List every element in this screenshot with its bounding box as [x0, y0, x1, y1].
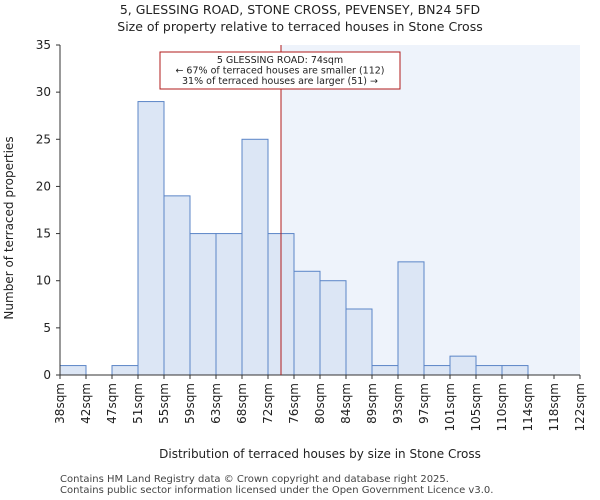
x-tick-label: 97sqm: [417, 383, 431, 424]
y-tick-label: 15: [36, 227, 51, 241]
bar: [501, 365, 529, 376]
x-axis-label: Distribution of terraced houses by size …: [159, 447, 481, 461]
x-tick-label: 63sqm: [209, 383, 223, 424]
x-tick-label: 55sqm: [157, 383, 171, 424]
footer-licence: Contains public sector information licen…: [60, 485, 494, 496]
x-tick-label: 89sqm: [365, 383, 379, 424]
marker-annotation-line: 5 GLESSING ROAD: 74sqm: [217, 55, 343, 66]
x-tick-label: 47sqm: [105, 383, 119, 424]
x-tick-label: 80sqm: [313, 383, 327, 424]
bar: [345, 308, 373, 376]
bar: [475, 365, 503, 376]
y-axis-label: Number of terraced properties: [2, 136, 16, 319]
bar: [163, 195, 191, 376]
y-tick-label: 5: [43, 321, 51, 335]
x-tick-label: 38sqm: [53, 383, 67, 424]
x-tick-label: 76sqm: [287, 383, 301, 424]
y-tick-label: 25: [36, 132, 51, 146]
x-tick-label: 114sqm: [521, 383, 535, 431]
bar: [319, 280, 347, 376]
marker-annotation-line: 31% of terraced houses are larger (51) →: [182, 76, 378, 87]
marker-annotation-box: [159, 51, 401, 90]
footer-copyright: Contains HM Land Registry data © Crown c…: [60, 474, 449, 485]
marker-annotation-line: ← 67% of terraced houses are smaller (11…: [175, 66, 384, 77]
bar: [59, 365, 87, 376]
y-tick-label: 35: [36, 38, 51, 52]
chart-title: 5, GLESSING ROAD, STONE CROSS, PEVENSEY,…: [119, 2, 481, 17]
bar: [397, 261, 425, 376]
x-tick-label: 122sqm: [573, 383, 587, 431]
x-tick-label: 110sqm: [495, 383, 509, 431]
x-tick-label: 84sqm: [339, 383, 353, 424]
x-tick-label: 118sqm: [547, 383, 561, 431]
x-tick-label: 42sqm: [79, 383, 93, 424]
bar: [423, 365, 451, 376]
bar: [137, 101, 165, 376]
bar: [241, 138, 269, 376]
x-tick-label: 68sqm: [235, 383, 249, 424]
bar: [371, 365, 399, 376]
y-tick-label: 20: [36, 179, 51, 193]
y-tick-label: 0: [43, 368, 51, 382]
bar: [111, 365, 139, 376]
x-tick-label: 59sqm: [183, 383, 197, 424]
bar: [215, 233, 243, 376]
y-tick-label: 10: [36, 274, 51, 288]
x-tick-label: 72sqm: [261, 383, 275, 424]
x-tick-label: 105sqm: [469, 383, 483, 431]
bar: [293, 270, 321, 376]
bar: [189, 233, 217, 376]
y-tick-label: 30: [36, 85, 51, 99]
chart-subtitle: Size of property relative to terraced ho…: [117, 19, 483, 34]
x-tick-label: 93sqm: [391, 383, 405, 424]
bar: [449, 355, 477, 376]
x-tick-label: 101sqm: [443, 383, 457, 431]
x-tick-label: 51sqm: [131, 383, 145, 424]
